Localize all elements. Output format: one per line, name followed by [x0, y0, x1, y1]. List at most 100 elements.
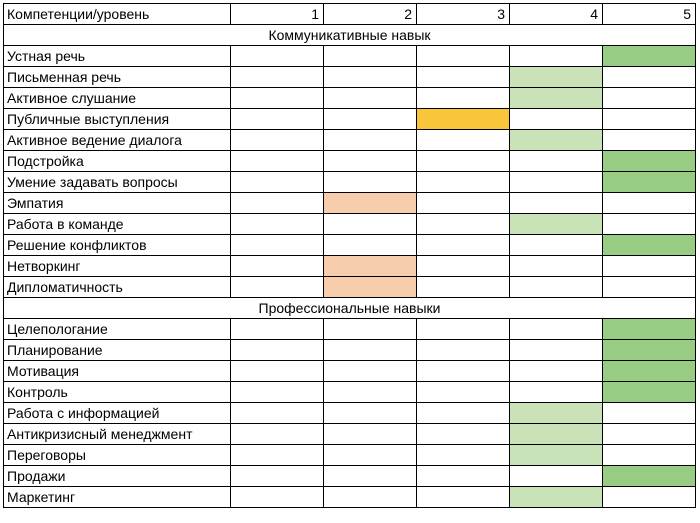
level-cell-3: [416, 318, 510, 340]
level-cell-3: [416, 66, 510, 88]
level-header-1: 1: [230, 3, 324, 25]
skill-row: Публичные выступления: [3, 108, 696, 130]
level-marker: [602, 381, 696, 403]
skill-name: Решение конфликтов: [3, 234, 231, 256]
level-marker: [602, 171, 696, 193]
level-cell-2: [323, 129, 417, 151]
level-cell-5: [602, 129, 696, 151]
level-cell-4: [509, 360, 603, 382]
level-cell-1: [230, 423, 324, 445]
level-cell-2: [323, 171, 417, 193]
skill-row: Контроль: [3, 381, 696, 403]
level-cell-1: [230, 66, 324, 88]
level-cell-4: [509, 465, 603, 487]
level-cell-5: [602, 255, 696, 277]
level-cell-1: [230, 318, 324, 340]
level-cell-2: [323, 381, 417, 403]
level-cell-4: [509, 45, 603, 67]
level-cell-1: [230, 234, 324, 256]
level-cell-3: [416, 339, 510, 361]
skill-name: Письменная речь: [3, 66, 231, 88]
skill-name: Активное слушание: [3, 87, 231, 109]
level-marker: [509, 486, 603, 508]
skill-row: Работа в команде: [3, 213, 696, 235]
skill-name: Нетворкинг: [3, 255, 231, 277]
level-cell-1: [230, 108, 324, 130]
level-cell-3: [416, 360, 510, 382]
level-cell-1: [230, 276, 324, 298]
level-cell-2: [323, 213, 417, 235]
skill-name: Антикризисный менеджмент: [3, 423, 231, 445]
level-cell-5: [602, 402, 696, 424]
skill-name: Планирование: [3, 339, 231, 361]
level-marker: [602, 318, 696, 340]
section-row: Профессиональные навыки: [3, 297, 696, 319]
level-cell-3: [416, 465, 510, 487]
skill-row: Нетворкинг: [3, 255, 696, 277]
level-cell-5: [602, 213, 696, 235]
level-cell-1: [230, 87, 324, 109]
level-cell-2: [323, 318, 417, 340]
level-cell-3: [416, 129, 510, 151]
skill-row: Переговоры: [3, 444, 696, 466]
level-cell-3: [416, 171, 510, 193]
level-cell-2: [323, 360, 417, 382]
level-cell-1: [230, 150, 324, 172]
level-cell-2: [323, 45, 417, 67]
level-cell-4: [509, 192, 603, 214]
section-title: Профессиональные навыки: [3, 297, 696, 319]
skill-name: Маркетинг: [3, 486, 231, 508]
level-cell-2: [323, 234, 417, 256]
section-title: Коммуникативные навык: [3, 24, 696, 46]
level-cell-2: [323, 465, 417, 487]
level-cell-4: [509, 255, 603, 277]
level-marker: [602, 360, 696, 382]
level-cell-5: [602, 87, 696, 109]
level-cell-2: [323, 444, 417, 466]
level-cell-3: [416, 192, 510, 214]
skill-name: Работа с информацией: [3, 402, 231, 424]
level-cell-3: [416, 444, 510, 466]
skill-name: Целепологание: [3, 318, 231, 340]
level-cell-4: [509, 381, 603, 403]
level-cell-1: [230, 45, 324, 67]
level-cell-4: [509, 234, 603, 256]
skill-name: Контроль: [3, 381, 231, 403]
level-cell-4: [509, 318, 603, 340]
skill-row: Подстройка: [3, 150, 696, 172]
level-cell-4: [509, 171, 603, 193]
level-cell-1: [230, 171, 324, 193]
skill-row: Решение конфликтов: [3, 234, 696, 256]
level-marker: [323, 192, 417, 214]
level-cell-2: [323, 423, 417, 445]
level-cell-1: [230, 339, 324, 361]
level-cell-4: [509, 108, 603, 130]
level-cell-4: [509, 276, 603, 298]
level-cell-5: [602, 108, 696, 130]
level-cell-3: [416, 87, 510, 109]
level-marker: [509, 66, 603, 88]
level-marker: [602, 465, 696, 487]
competency-table-body: Компетенции/уровень 1 2 3 4 5 Коммуникат…: [3, 3, 696, 508]
level-cell-3: [416, 255, 510, 277]
level-cell-5: [602, 192, 696, 214]
level-marker: [509, 129, 603, 151]
level-cell-2: [323, 150, 417, 172]
header-label: Компетенции/уровень: [3, 3, 231, 25]
level-cell-2: [323, 339, 417, 361]
level-cell-1: [230, 255, 324, 277]
level-cell-2: [323, 66, 417, 88]
level-cell-3: [416, 423, 510, 445]
level-cell-1: [230, 213, 324, 235]
level-cell-1: [230, 444, 324, 466]
level-cell-1: [230, 486, 324, 508]
level-marker: [602, 45, 696, 67]
competency-table: Компетенции/уровень 1 2 3 4 5 Коммуникат…: [3, 3, 696, 508]
level-header-2: 2: [323, 3, 417, 25]
skill-name: Продажи: [3, 465, 231, 487]
skill-row: Маркетинг: [3, 486, 696, 508]
skill-name: Подстройка: [3, 150, 231, 172]
level-cell-3: [416, 402, 510, 424]
level-marker: [509, 87, 603, 109]
level-cell-3: [416, 234, 510, 256]
